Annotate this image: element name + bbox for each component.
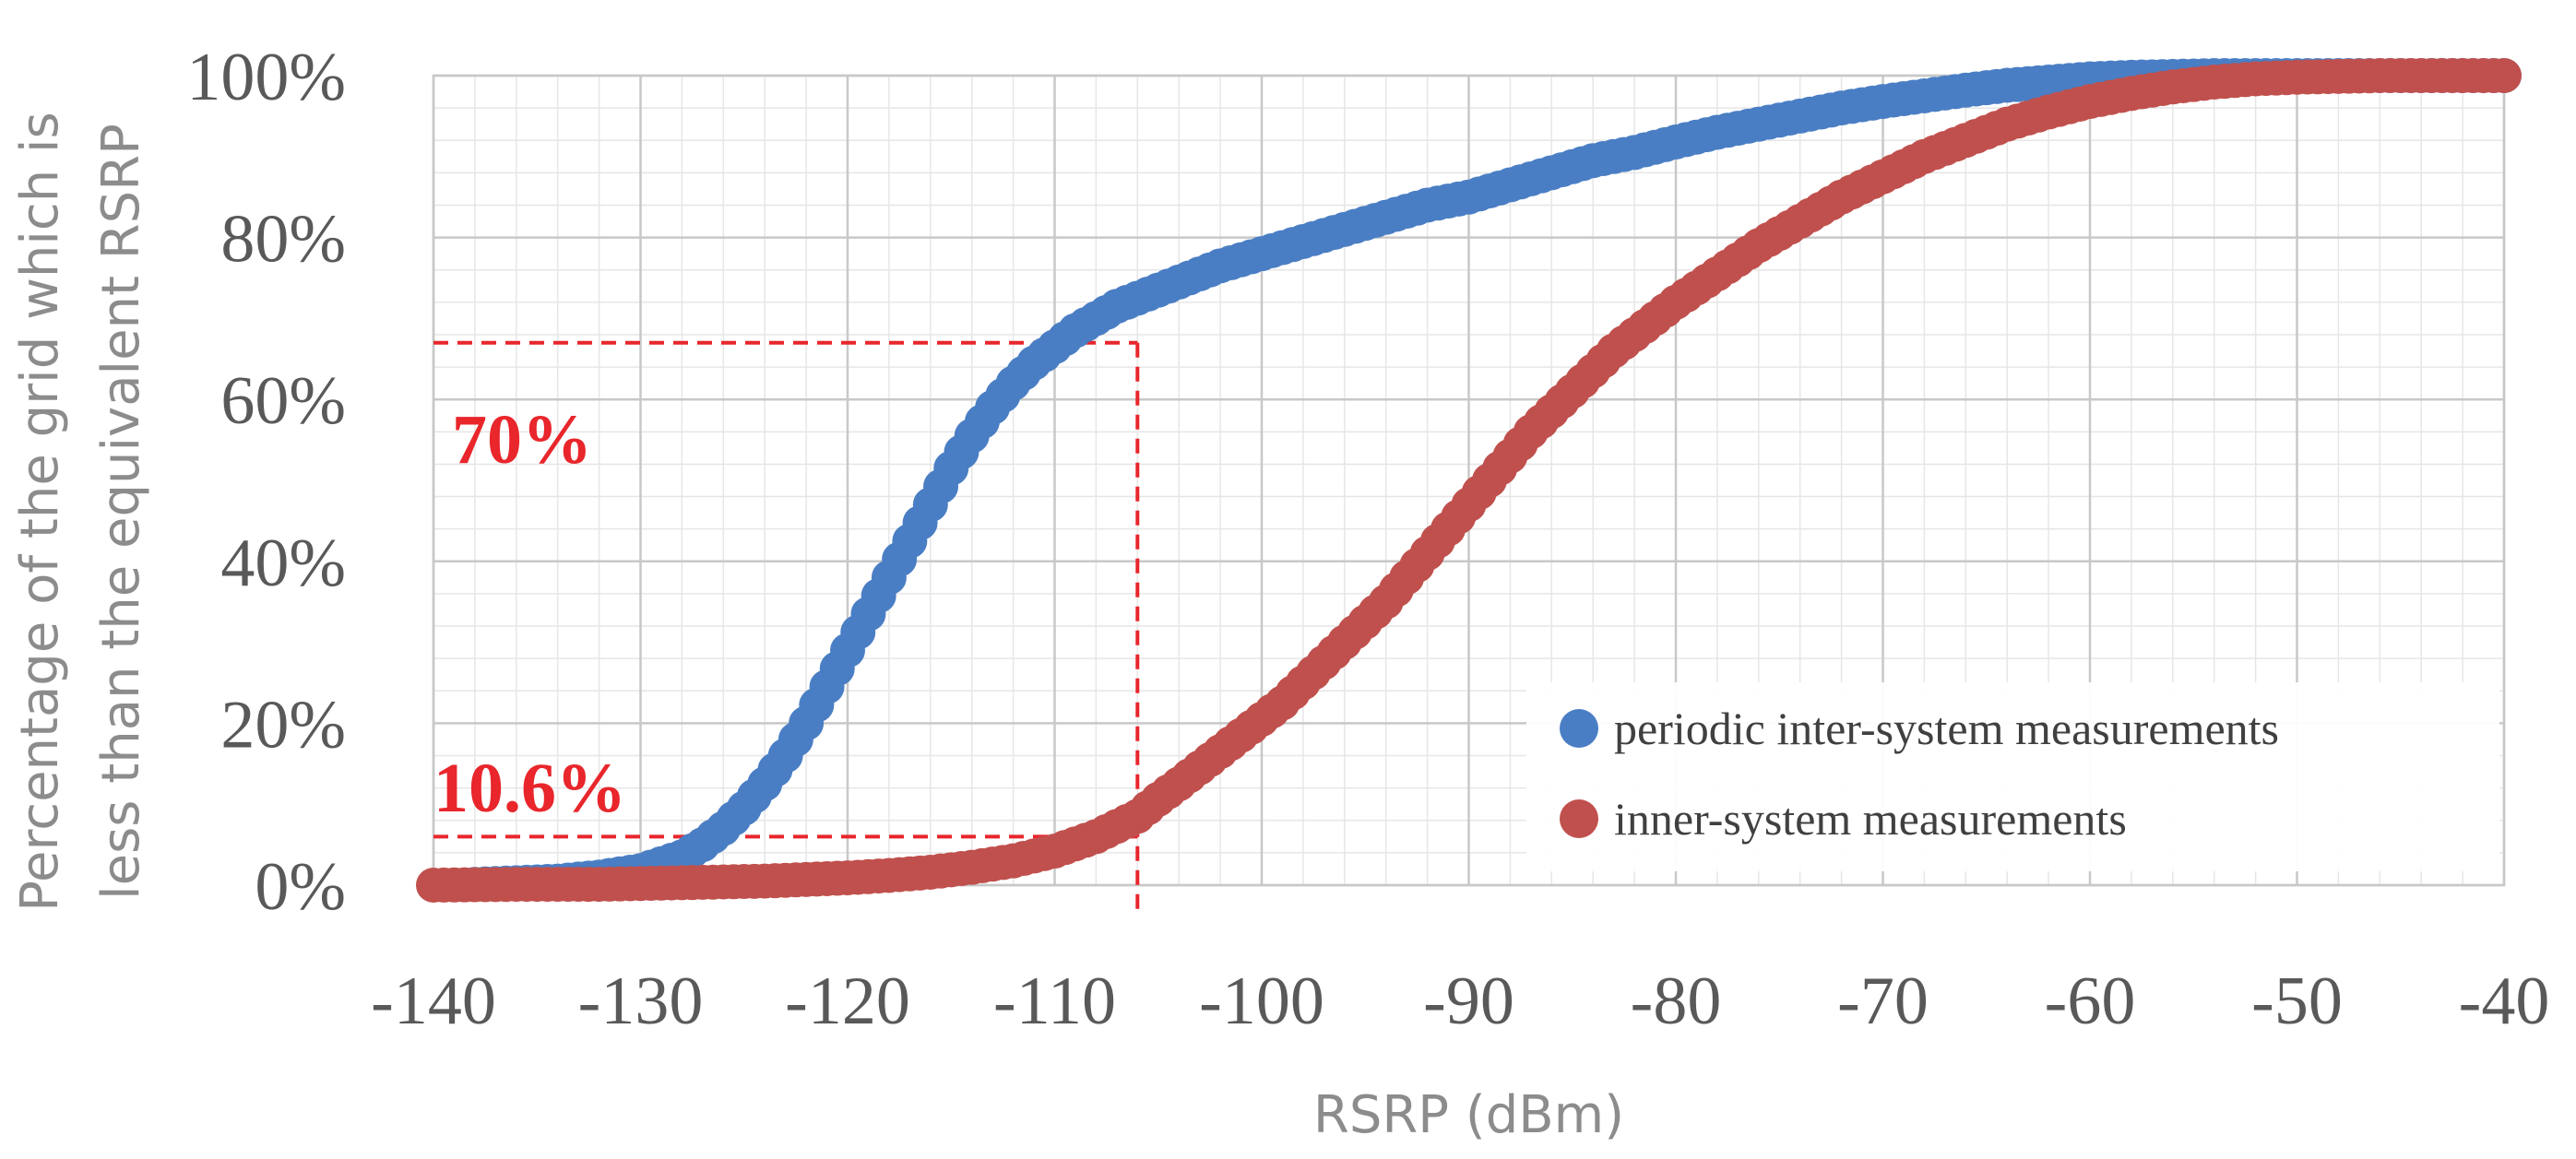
x-tick-label: -110 bbox=[993, 964, 1116, 1039]
y-tick-label: 0% bbox=[255, 849, 346, 925]
x-axis-title: RSRP (dBm) bbox=[1313, 1085, 1624, 1145]
x-tick-label: -50 bbox=[2251, 964, 2343, 1039]
x-tick-label: -120 bbox=[785, 964, 910, 1039]
x-axis-tick-labels: -140 -130 -120 -110 -100 -90 -80 -70 -60 -50 -40 bbox=[371, 964, 2549, 1039]
x-tick-label: -70 bbox=[1837, 964, 1929, 1039]
x-tick-label: -100 bbox=[1199, 964, 1324, 1039]
legend-label: periodic inter-system measurements bbox=[1614, 703, 2279, 754]
x-tick-label: -140 bbox=[371, 964, 496, 1039]
y-axis-title-line: Percentage of the grid which is bbox=[10, 112, 70, 911]
y-tick-label: 20% bbox=[220, 687, 346, 763]
annotation-label-10-6: 10.6% bbox=[433, 750, 626, 827]
series-layer bbox=[416, 58, 2522, 903]
plot-border bbox=[432, 74, 2506, 887]
y-axis-title: Percentage of the grid which is less than… bbox=[10, 112, 151, 911]
x-tick-label: -80 bbox=[1631, 964, 1722, 1039]
x-tick-label: -90 bbox=[1423, 964, 1514, 1039]
x-tick-label: -130 bbox=[578, 964, 704, 1039]
annotation-labels: 70% 10.6% bbox=[433, 401, 626, 827]
axis-titles: RSRP (dBm) Percentage of the grid which i… bbox=[10, 112, 1624, 1145]
y-tick-label: 100% bbox=[186, 40, 346, 115]
y-tick-label: 40% bbox=[220, 526, 346, 601]
x-tick-label: -60 bbox=[2045, 964, 2136, 1039]
y-tick-label: 60% bbox=[220, 363, 346, 439]
legend-marker bbox=[1560, 799, 1598, 838]
annotation-label-70: 70% bbox=[452, 401, 592, 479]
plot-frame bbox=[432, 74, 2506, 887]
x-tick-label: -40 bbox=[2459, 964, 2550, 1039]
legend-marker bbox=[1560, 709, 1598, 748]
legend: periodic inter-system measurements inner-… bbox=[1526, 682, 2499, 871]
series-inner-system bbox=[416, 58, 2522, 903]
annotation-guides bbox=[433, 340, 1140, 913]
y-tick-label: 80% bbox=[220, 202, 346, 278]
data-point bbox=[2487, 58, 2522, 93]
legend-box bbox=[1526, 682, 2499, 871]
y-axis-tick-labels: 0% 20% 40% 60% 80% 100% bbox=[186, 40, 346, 925]
legend-label: inner-system measurements bbox=[1614, 793, 2127, 845]
y-axis-title-line: less than the equivalent RSRP bbox=[91, 124, 151, 900]
